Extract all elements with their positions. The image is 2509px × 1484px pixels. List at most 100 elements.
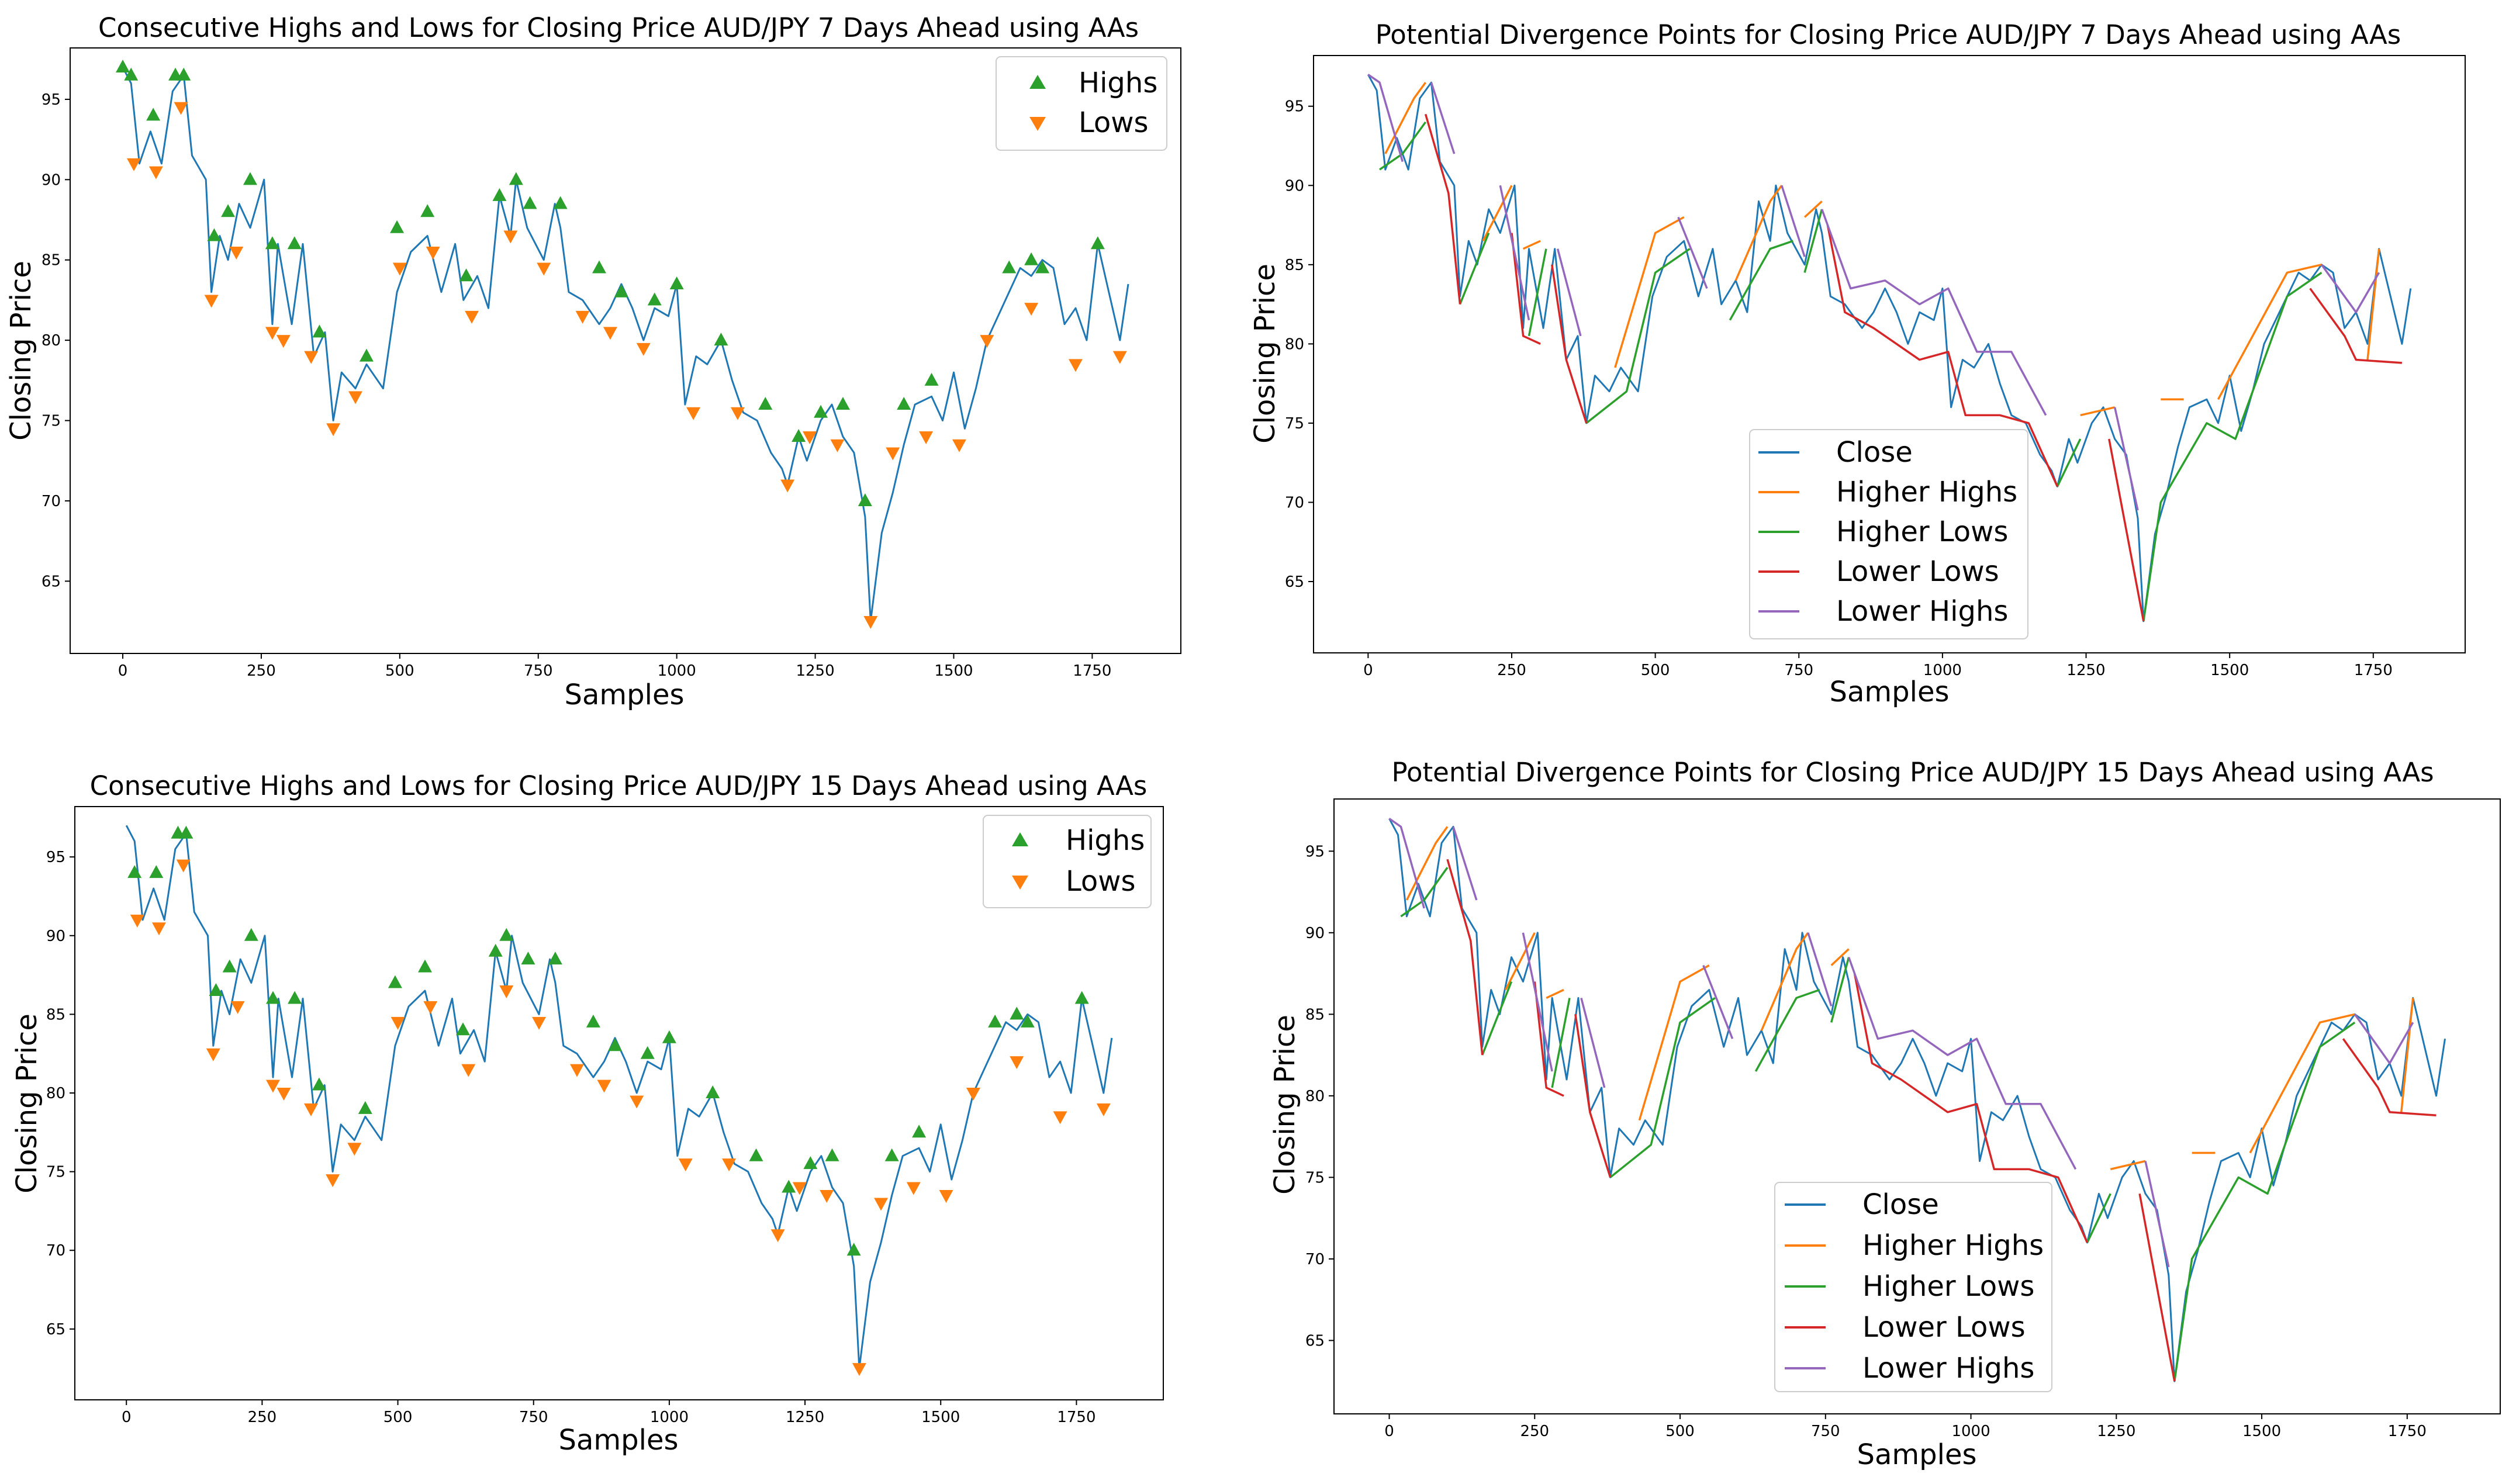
- high-marker: [803, 1156, 818, 1170]
- plot-data: [1388, 818, 2446, 1382]
- x-tick-label: 0: [118, 662, 128, 680]
- lower-lows-line: [2309, 288, 2403, 364]
- x-tick-label: 1250: [2066, 662, 2105, 679]
- low-marker: [603, 327, 617, 340]
- high-marker: [614, 284, 628, 298]
- low-marker: [126, 158, 141, 171]
- high-marker: [388, 975, 402, 988]
- legend-label-lower-lows: Lower Lows: [1836, 555, 1999, 588]
- lower-highs-line: [1847, 957, 2077, 1170]
- low-marker: [348, 391, 363, 404]
- low-marker: [966, 1088, 980, 1101]
- higher-highs-line: [1384, 82, 1427, 154]
- lower-lows-line: [2108, 438, 2145, 622]
- y-tick-label: 80: [1285, 335, 1304, 353]
- higher-highs-line: [1482, 185, 1513, 242]
- legend-box: [983, 815, 1152, 908]
- high-marker: [390, 220, 405, 233]
- high-marker: [207, 228, 222, 241]
- lower-lows-line: [1574, 1014, 1612, 1178]
- y-tick-label: 85: [1305, 1006, 1325, 1023]
- high-marker: [456, 1022, 471, 1036]
- legend-label-highs: Highs: [1066, 824, 1145, 857]
- y-tick-label: 80: [46, 1085, 65, 1102]
- high-marker: [608, 1038, 623, 1051]
- chart-title: Potential Divergence Points for Closing …: [1376, 19, 2401, 50]
- x-axis-label: Samples: [1830, 676, 1950, 708]
- lower-highs-line: [2354, 1013, 2414, 1064]
- high-marker: [312, 324, 327, 338]
- high-marker: [548, 952, 562, 965]
- y-tick-label: 70: [42, 493, 61, 510]
- chart-bottom-right: Potential Divergence Points for Closing …: [1269, 757, 2501, 1471]
- lower-highs-line: [1452, 826, 1478, 901]
- higher-highs-line: [2366, 248, 2380, 360]
- lower-lows-line: [1853, 973, 2089, 1243]
- higher-highs-line: [2217, 264, 2322, 400]
- legend-label-higher-highs: Higher Highs: [1862, 1229, 2044, 1262]
- axis-ticks: 0 250 500 750 1000 1250 1500 1750 65 70 75 80 85 90 95: [1305, 843, 2427, 1440]
- lower-lows-line: [1511, 233, 1541, 345]
- high-marker: [127, 865, 142, 878]
- low-marker: [461, 1064, 476, 1077]
- axis-ticks: 0 250 500 750 1000 1250 1500 1750 65 70 75 80 85 90 95: [42, 91, 1112, 680]
- legend-marker-lows: [1029, 117, 1046, 131]
- plot-frame: [74, 806, 1164, 1400]
- high-marker: [1002, 260, 1017, 274]
- chart-bottom-left: Consecutive Highs and Lows for Closing P…: [11, 770, 1164, 1457]
- y-axis-label: Closing Price: [1269, 1015, 1301, 1195]
- legend: Highs Lows: [996, 56, 1167, 151]
- low-marker: [503, 230, 518, 244]
- high-marker: [988, 1014, 1003, 1028]
- higher-lows-line: [1527, 248, 1547, 337]
- high-marker: [521, 952, 535, 965]
- low-marker: [347, 1143, 362, 1156]
- lower-highs-line: [1388, 818, 1425, 909]
- high-marker: [499, 928, 514, 941]
- y-tick-label: 65: [46, 1321, 65, 1338]
- higher-lows-line: [1551, 998, 1571, 1088]
- higher-lows-line: [1459, 232, 1490, 305]
- high-marker: [640, 1046, 655, 1059]
- high-marker: [265, 991, 280, 1004]
- high-marker: [149, 865, 164, 878]
- low-marker: [465, 310, 479, 324]
- low-marker: [176, 859, 191, 873]
- plot-frame: [70, 47, 1181, 654]
- x-tick-label: 1000: [658, 662, 696, 680]
- high-marker: [825, 1148, 839, 1161]
- higher-lows-line: [2142, 271, 2323, 622]
- high-marker: [287, 236, 302, 250]
- low-marker: [830, 439, 845, 452]
- low-marker: [204, 295, 219, 308]
- legend-marker-lows: [1012, 876, 1028, 890]
- low-marker: [886, 447, 900, 461]
- plot-frame: [1313, 55, 2466, 653]
- high-marker: [116, 59, 130, 72]
- high-marker: [714, 333, 728, 346]
- legend: Highs Lows: [983, 815, 1152, 908]
- higher-highs-line: [1734, 185, 1783, 281]
- y-tick-label: 65: [1285, 573, 1304, 591]
- y-tick-label: 95: [1285, 98, 1304, 116]
- x-tick-label: 250: [1520, 1423, 1549, 1440]
- x-tick-label: 500: [1641, 662, 1670, 679]
- low-marker: [803, 431, 817, 445]
- legend-label-close: Close: [1862, 1188, 1939, 1221]
- y-tick-label: 75: [46, 1164, 65, 1181]
- x-tick-label: 1000: [650, 1409, 689, 1426]
- x-tick-label: 1500: [921, 1409, 960, 1426]
- plot-data: [116, 59, 1129, 629]
- x-tick-label: 1250: [2097, 1423, 2135, 1440]
- lower-highs-line: [2113, 407, 2139, 511]
- lower-highs-line: [1499, 185, 1530, 321]
- low-marker: [1053, 1111, 1067, 1125]
- higher-lows-line: [1803, 209, 1823, 273]
- high-marker: [358, 1101, 372, 1114]
- x-tick-label: 1500: [2210, 662, 2249, 679]
- low-marker: [730, 407, 745, 420]
- low-marker: [423, 1001, 438, 1014]
- legend-marker-highs: [1029, 75, 1046, 89]
- chart-title: Potential Divergence Points for Closing …: [1391, 757, 2434, 788]
- lower-lows-line: [1533, 981, 1564, 1097]
